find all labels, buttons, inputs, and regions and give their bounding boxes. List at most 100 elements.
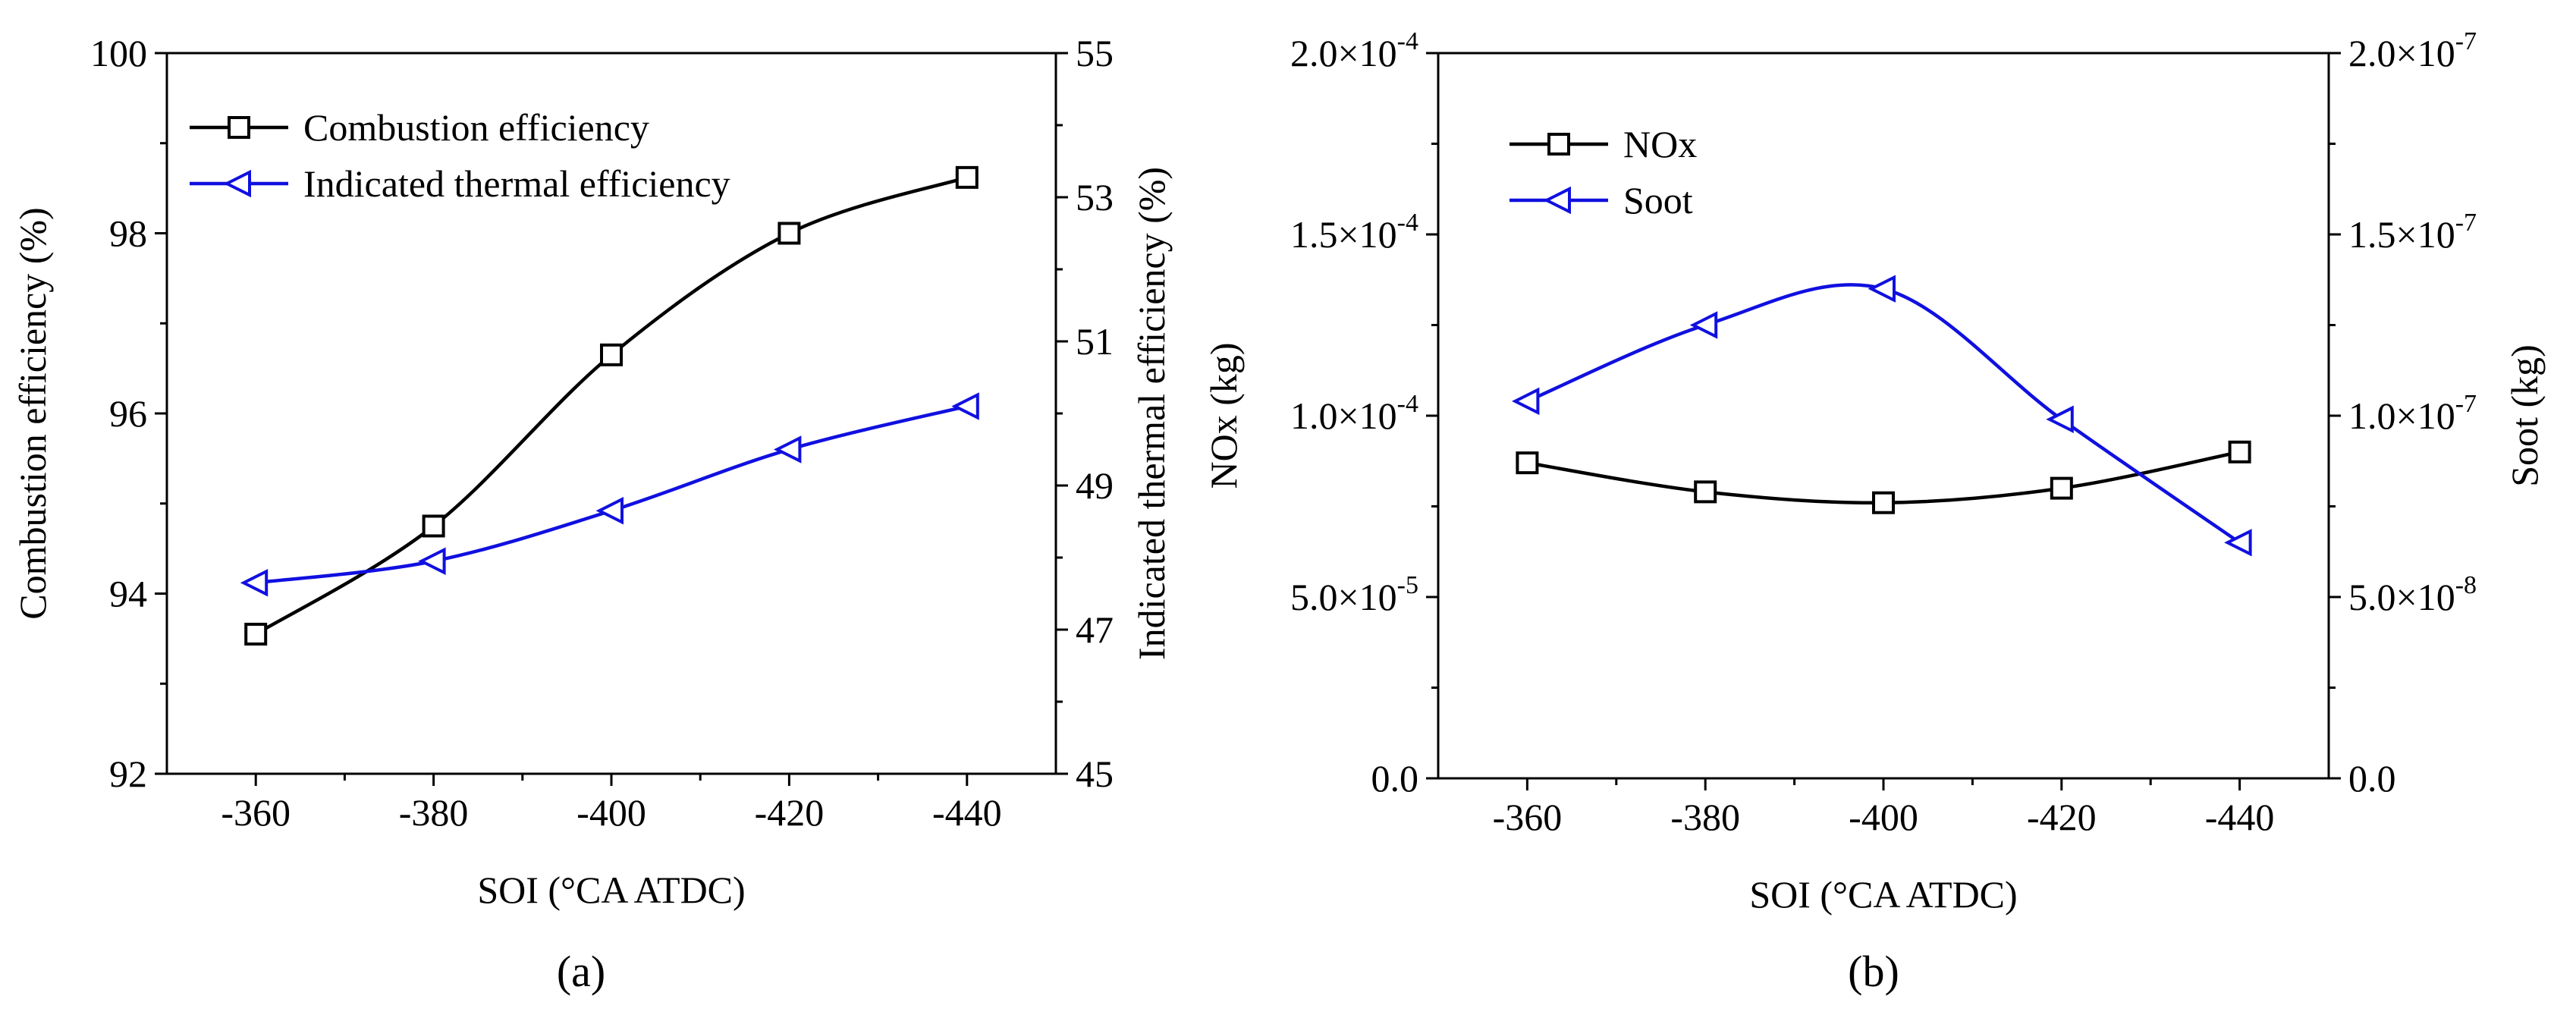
legend-marker bbox=[1543, 186, 1571, 215]
chart-panel-b: -360 -380 -400 -420 -440 SOI (°CA ATDC) 0.0 5.0… bbox=[1202, 27, 2546, 996]
y-right-tick-label-times: ×10 bbox=[2396, 394, 2455, 437]
data-point bbox=[1872, 491, 1895, 514]
data-point bbox=[2046, 405, 2074, 434]
legend-entry: Indicated thermal efficiency bbox=[303, 162, 730, 205]
y-left-tick-label-exponent: -5 bbox=[1397, 571, 1418, 599]
series-nox bbox=[1516, 440, 2251, 514]
chart-panel-a: -360 -380 -400 -420 -440 SOI (°CA ATDC) 92 94 96… bbox=[11, 32, 1173, 996]
legend-entry: Combustion efficiency bbox=[303, 106, 649, 149]
y-right-tick-label: 2.0×10-7 bbox=[2348, 27, 2477, 74]
y-left-tick-label: 92 bbox=[109, 753, 147, 795]
series-soot bbox=[1511, 275, 2252, 557]
x-tick-label: -440 bbox=[2205, 796, 2275, 838]
x-tick-label: -420 bbox=[2027, 796, 2097, 838]
panel-label: (a) bbox=[557, 947, 605, 996]
y-left-tick-label-mantissa: 5.0 bbox=[1290, 576, 1338, 618]
legend-entry: NOx bbox=[1623, 123, 1697, 165]
y-right-tick-label: 1.5×10-7 bbox=[2348, 209, 2477, 256]
y-right-tick-label: 0.0 bbox=[2348, 757, 2396, 800]
y-left-tick-label: 5.0×10-5 bbox=[1290, 571, 1418, 618]
data-point bbox=[773, 435, 802, 464]
y-right-tick-label: 55 bbox=[1076, 32, 1114, 74]
x-tick-label: -380 bbox=[1670, 796, 1740, 838]
data-point bbox=[595, 497, 624, 525]
y-right-tick-label-exponent: -7 bbox=[2455, 27, 2477, 55]
y-left-tick-label-exponent: -4 bbox=[1397, 209, 1418, 237]
y-left-tick-label: 98 bbox=[109, 212, 147, 255]
y-right-tick-label-times: ×10 bbox=[2396, 576, 2455, 618]
y-right-axis-title: Indicated thermal efficiency (%) bbox=[1130, 167, 1173, 660]
x-tick-label: -380 bbox=[399, 791, 469, 834]
x-tick-label: -440 bbox=[932, 791, 1002, 834]
y-right-tick-label-mantissa: 1.5 bbox=[2348, 213, 2396, 256]
plot-frame bbox=[165, 52, 1057, 775]
y-left-tick-label-times: ×10 bbox=[1337, 32, 1396, 74]
y-left-tick-label-mantissa: 1.5 bbox=[1290, 213, 1338, 256]
y-right-axis-title: Soot (kg) bbox=[2503, 344, 2546, 487]
series-line bbox=[255, 175, 968, 636]
y-left-tick-label: 2.0×10-4 bbox=[1290, 27, 1418, 74]
y-right-tick-label-times: ×10 bbox=[2396, 213, 2455, 256]
series-indicated-thermal-efficiency bbox=[240, 392, 979, 597]
legend-marker bbox=[228, 116, 250, 139]
y-left-tick-label-mantissa: 2.0 bbox=[1290, 32, 1338, 74]
y-left-tick-label: 96 bbox=[109, 392, 147, 435]
x-tick-label: -400 bbox=[1849, 796, 1918, 838]
y-left-tick-label-times: ×10 bbox=[1337, 213, 1396, 256]
y-left-tick-label-mantissa: 1.0 bbox=[1290, 394, 1338, 437]
legend-marker bbox=[223, 169, 251, 198]
data-point bbox=[778, 222, 801, 245]
data-point bbox=[1868, 275, 1896, 303]
y-right-tick-label: 51 bbox=[1076, 320, 1114, 363]
y-left-tick-label: 1.5×10-4 bbox=[1290, 209, 1418, 256]
y-left-axis-title: NOx (kg) bbox=[1202, 342, 1245, 489]
plot-frame bbox=[1437, 52, 2330, 780]
legend-marker bbox=[1547, 133, 1570, 156]
y-right-tick-label-exponent: -7 bbox=[2455, 209, 2477, 237]
x-tick-label: -420 bbox=[755, 791, 825, 834]
data-point bbox=[600, 343, 623, 366]
data-point bbox=[1511, 387, 1540, 416]
legend: NOx Soot bbox=[1509, 123, 1697, 222]
y-right-tick-label-mantissa: 1.0 bbox=[2348, 394, 2396, 437]
x-tick-label: -360 bbox=[1493, 796, 1563, 838]
y-left-axis-title: Combustion efficiency (%) bbox=[11, 207, 54, 619]
series-combustion-efficiency bbox=[244, 165, 979, 646]
data-point bbox=[1516, 451, 1539, 475]
y-left-tick-label-mantissa: 0.0 bbox=[1371, 757, 1419, 800]
data-point bbox=[2228, 440, 2251, 464]
y-right-tick-label: 53 bbox=[1076, 176, 1114, 218]
data-point bbox=[422, 514, 445, 538]
legend: Combustion efficiency Indicated thermal e… bbox=[190, 106, 730, 205]
data-point bbox=[2224, 529, 2252, 557]
y-right-tick-label: 45 bbox=[1076, 753, 1114, 795]
y-left-tick-label: 1.0×10-4 bbox=[1290, 390, 1418, 437]
data-point bbox=[244, 622, 268, 646]
y-left-tick-label-times: ×10 bbox=[1337, 394, 1396, 437]
y-right-tick-label-times: ×10 bbox=[2396, 32, 2455, 74]
data-point bbox=[1689, 311, 1718, 339]
y-left-tick-label-exponent: -4 bbox=[1397, 390, 1418, 418]
y-right-tick-label-exponent: -8 bbox=[2455, 571, 2477, 599]
data-point bbox=[418, 547, 446, 575]
data-point bbox=[2050, 476, 2073, 500]
y-right-tick-label-exponent: -7 bbox=[2455, 390, 2477, 418]
data-point bbox=[951, 392, 979, 420]
x-tick-label: -400 bbox=[576, 791, 646, 834]
y-left-tick-label-times: ×10 bbox=[1337, 576, 1396, 618]
y-right-tick-label-mantissa: 2.0 bbox=[2348, 32, 2396, 74]
y-left-tick-label: 94 bbox=[109, 573, 147, 615]
x-tick-label: -360 bbox=[221, 791, 291, 834]
data-point bbox=[955, 165, 979, 189]
y-right-tick-label-mantissa: 5.0 bbox=[2348, 576, 2396, 618]
y-left-tick-label-exponent: -4 bbox=[1397, 27, 1418, 55]
y-right-tick-label: 47 bbox=[1076, 608, 1114, 651]
y-left-tick-label: 100 bbox=[90, 32, 147, 74]
x-axis-title: SOI (°CA ATDC) bbox=[1749, 873, 2017, 916]
y-right-tick-label-mantissa: 0.0 bbox=[2348, 757, 2396, 800]
series-line bbox=[255, 404, 968, 585]
data-point bbox=[240, 569, 269, 597]
y-right-tick-label: 1.0×10-7 bbox=[2348, 390, 2477, 437]
y-right-tick-label: 5.0×10-8 bbox=[2348, 571, 2477, 618]
